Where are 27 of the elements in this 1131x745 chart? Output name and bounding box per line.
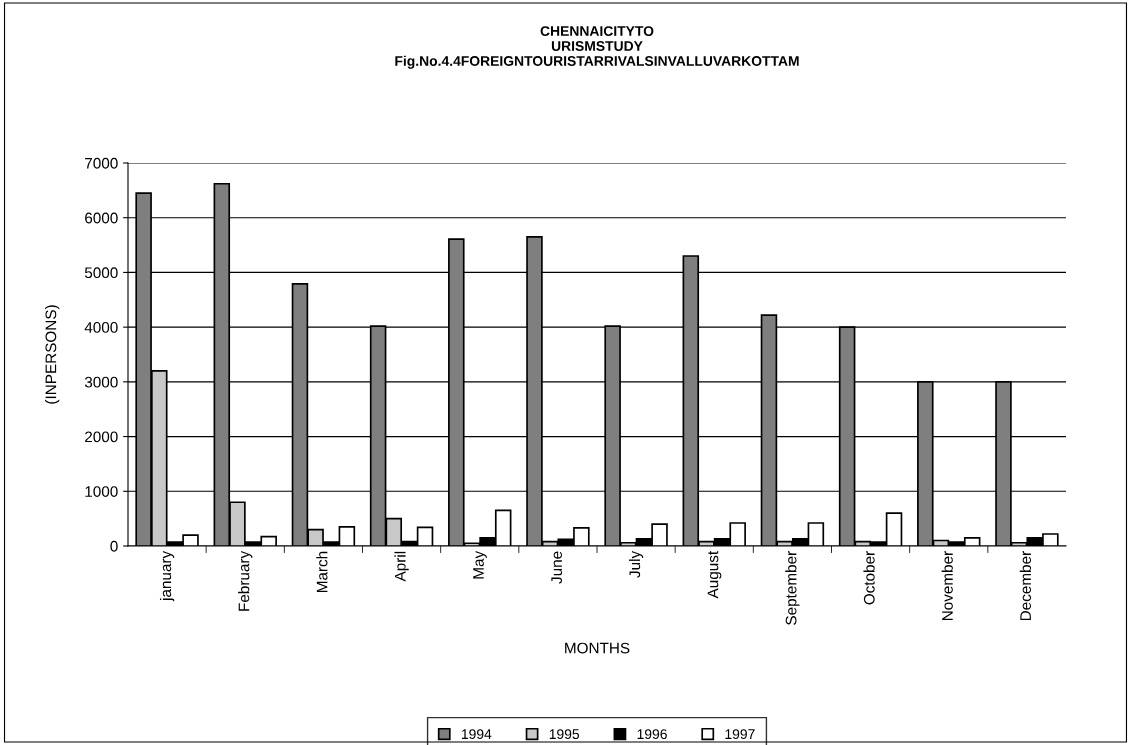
legend-label: 1995 [549, 729, 580, 740]
y-tick-label: 6000 [85, 212, 118, 224]
y-tick-label: 2000 [85, 431, 118, 443]
x-axis-title: MONTHS [565, 642, 630, 654]
x-tick-label: June [551, 551, 563, 584]
x-tick-label: July [628, 550, 644, 578]
legend-label: 1996 [637, 729, 667, 740]
x-tick-label: November [941, 551, 953, 621]
chart-title: CHENNAICITYTO URISMSTUDY Fig.No.4.4FOREIGNTOURISTARRIVALSINVALLUVARKOTTAM [395, 26, 799, 69]
x-tick-label: October [863, 551, 875, 605]
legend-label: 1994 [461, 729, 492, 740]
x-tick-label: january [159, 550, 175, 602]
y-tick-label: 5000 [84, 267, 118, 279]
x-tick-label: May [473, 550, 487, 579]
y-tick-label: 1000 [85, 486, 118, 497]
x-tick-label: March [316, 551, 328, 593]
x-tick-label: December [1019, 551, 1032, 621]
y-axis-title: (INPERSONS) [45, 305, 60, 404]
x-tick-label: April [394, 551, 409, 582]
x-tick-label: September [785, 551, 800, 625]
x-tick-label: February [238, 550, 253, 611]
y-tick-label: 0 [110, 540, 118, 552]
legend-label: 1997 [725, 729, 755, 740]
y-tick-label: 7000 [85, 157, 118, 169]
x-tick-label: August [707, 550, 722, 599]
y-tick-label: 3000 [84, 376, 118, 388]
y-tick-label: 4000 [84, 322, 118, 333]
